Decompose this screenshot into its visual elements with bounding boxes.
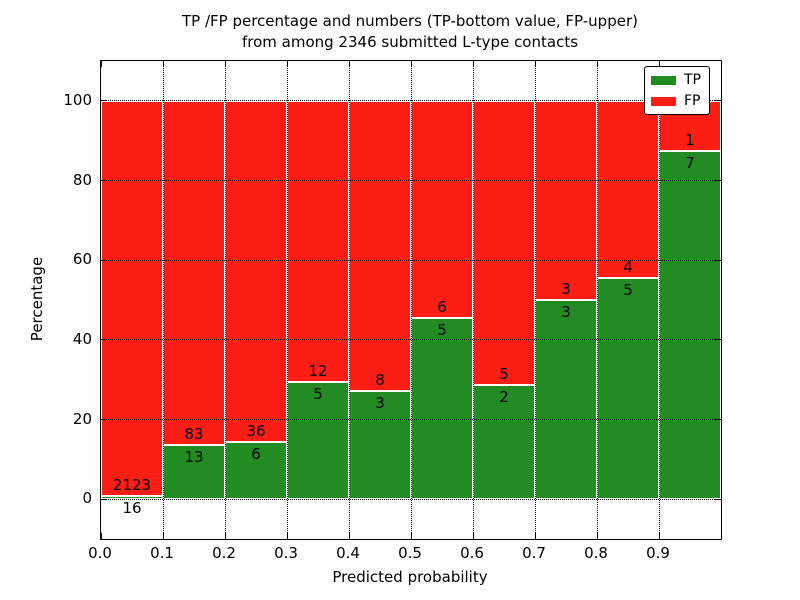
x-tick-mark [100,61,102,67]
x-tick-mark [224,533,226,539]
tp-bar-segment [287,382,349,500]
chart-title: TP /FP percentage and numbers (TP-bottom… [100,11,720,53]
x-tick-mark [286,61,288,67]
fp-bar-segment [473,100,535,386]
tp-bar-segment [349,390,411,500]
fp-color-swatch [651,96,676,106]
fp-bar-segment [287,100,349,382]
x-tick-label: 0.1 [150,544,174,562]
y-tick-label: 100 [63,90,92,109]
x-tick-mark [286,533,288,539]
fp-bar-segment [349,100,411,391]
x-tick-mark [410,533,412,539]
x-tick-mark [224,61,226,67]
x-tick-mark [472,61,474,67]
fp-bar-segment [597,100,659,278]
tp-bar-segment [535,300,597,500]
x-tick-label: 0.7 [522,544,546,562]
fp-bar-segment [225,100,287,443]
tp-bar-segment [225,442,287,500]
tp-count-label: 16 [122,499,142,518]
fp-bar-segment [101,100,163,497]
legend-label-tp: TP [684,72,701,88]
x-tick-label: 0.0 [88,544,112,562]
x-tick-label: 0.2 [212,544,236,562]
legend-item-tp: TP [651,73,701,87]
y-tick-label: 80 [72,170,92,189]
y-axis-label: Percentage [28,256,46,342]
chart-title-line2: from among 2346 submitted L-type contact… [241,33,579,51]
x-tick-label: 0.6 [460,544,484,562]
x-tick-mark [100,533,102,539]
chart-title-line1: TP /FP percentage and numbers (TP-bottom… [182,12,638,30]
x-tick-mark [162,533,164,539]
x-tick-mark [658,533,660,539]
legend-label-fp: FP [684,93,701,109]
x-tick-mark [472,533,474,539]
x-tick-label: 0.4 [336,544,360,562]
x-tick-mark [596,61,598,67]
x-tick-mark [162,61,164,67]
x-tick-mark [534,533,536,539]
x-tick-mark [534,61,536,67]
x-tick-label: 0.9 [646,544,670,562]
tp-bar-segment [163,445,225,500]
x-tick-label: 0.3 [274,544,298,562]
legend-box: TP FP [644,66,710,115]
tp-bar-segment [101,496,163,500]
legend-item-fp: FP [651,94,701,108]
y-tick-label: 40 [72,329,92,348]
plot-area: 2123 16 83 13 36 6 12 5 8 3 6 5 5 2 3 3 4 5 1 7 [100,60,722,540]
x-tick-label: 0.5 [398,544,422,562]
x-tick-mark [348,533,350,539]
y-tick-label: 20 [72,409,92,428]
tp-bar-segment [473,385,535,500]
tp-bar-segment [659,150,721,500]
y-tick-label: 0 [82,489,92,508]
y-tick-label: 60 [72,250,92,269]
fp-bar-segment [411,100,473,319]
x-tick-label: 0.8 [584,544,608,562]
tp-color-swatch [651,75,676,85]
tp-bar-segment [597,277,659,500]
tp-bar-segment [411,318,473,500]
x-tick-mark [596,533,598,539]
fp-bar-segment [163,100,225,446]
x-axis-label: Predicted probability [332,568,488,586]
x-tick-mark [410,61,412,67]
fp-bar-segment [535,100,597,300]
x-tick-mark [348,61,350,67]
